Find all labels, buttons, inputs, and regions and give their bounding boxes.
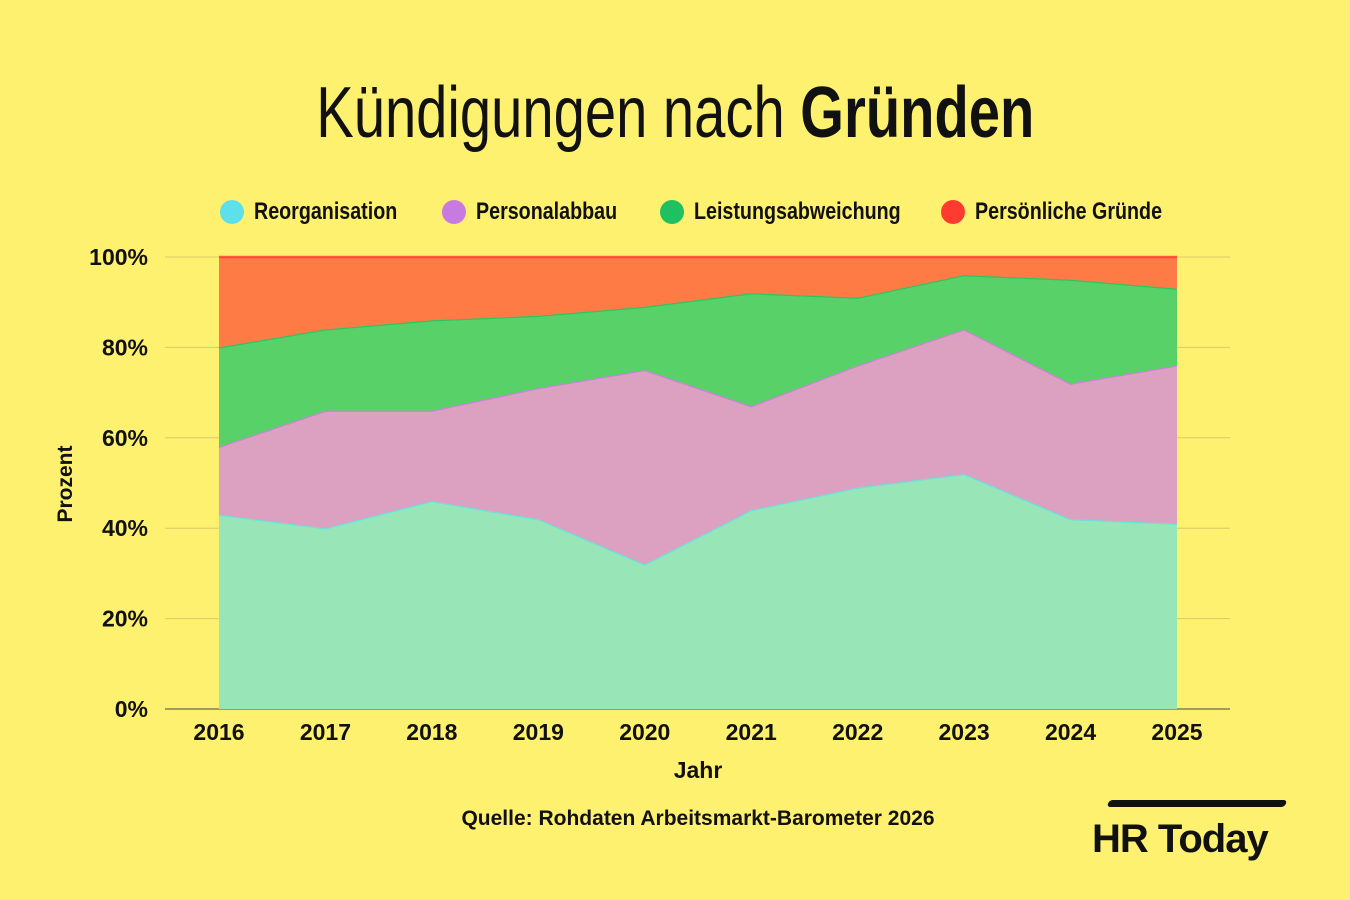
x-tick-label: 2024 — [1045, 719, 1096, 745]
y-tick-label: 40% — [102, 515, 148, 541]
legend-item-personalabbau: Personalabbau — [442, 198, 648, 226]
y-axis-label: Prozent — [54, 445, 77, 522]
legend-item-reorganisation: Reorganisation — [220, 198, 429, 226]
legend-dot — [220, 200, 244, 224]
x-tick-label: 2018 — [406, 719, 457, 745]
hr-today-logo: HR Today — [1092, 800, 1288, 862]
area-pers-nliche-gr-nde — [219, 257, 1177, 348]
logo-brush-stroke — [1106, 800, 1288, 807]
x-axis-label: Jahr — [674, 757, 723, 783]
x-tick-label: 2023 — [939, 719, 990, 745]
title-regular: Kündigungen nach — [315, 73, 785, 153]
area-personalabbau — [219, 329, 1177, 565]
x-tick-label: 2016 — [193, 719, 244, 745]
legend-label: Leistungsabweichung — [694, 198, 901, 225]
x-tick-label: 2019 — [513, 719, 564, 745]
legend-label: Persönliche Gründe — [975, 198, 1163, 225]
legend-item-persoenliche-gruende: Persönliche Gründe — [941, 198, 1203, 226]
title-bold: Gründen — [800, 73, 1035, 153]
area-leistungsabweichung — [219, 275, 1177, 447]
chart-title: Kündigungen nach Gründen — [0, 72, 1350, 154]
y-tick-label: 0% — [115, 696, 148, 722]
y-tick-label: 60% — [102, 425, 148, 451]
legend-label: Personalabbau — [476, 198, 618, 225]
legend-label: Reorganisation — [254, 198, 398, 225]
x-tick-label: 2017 — [300, 719, 351, 745]
x-tick-label: 2021 — [726, 719, 777, 745]
legend-dot — [442, 200, 466, 224]
legend-item-leistungsabweichung: Leistungsabweichung — [660, 198, 946, 226]
y-tick-label: 20% — [102, 606, 148, 632]
source-note: Quelle: Rohdaten Arbeitsmarkt-Barometer … — [461, 807, 934, 830]
x-tick-label: 2025 — [1151, 719, 1202, 745]
legend-dot — [941, 200, 965, 224]
x-tick-label: 2022 — [832, 719, 883, 745]
logo-text: HR Today — [1092, 817, 1269, 861]
legend-dot — [660, 200, 684, 224]
x-tick-label: 2020 — [619, 719, 670, 745]
y-tick-label: 100% — [89, 244, 148, 270]
y-tick-label: 80% — [102, 334, 148, 360]
area-reorganisation — [219, 473, 1177, 709]
